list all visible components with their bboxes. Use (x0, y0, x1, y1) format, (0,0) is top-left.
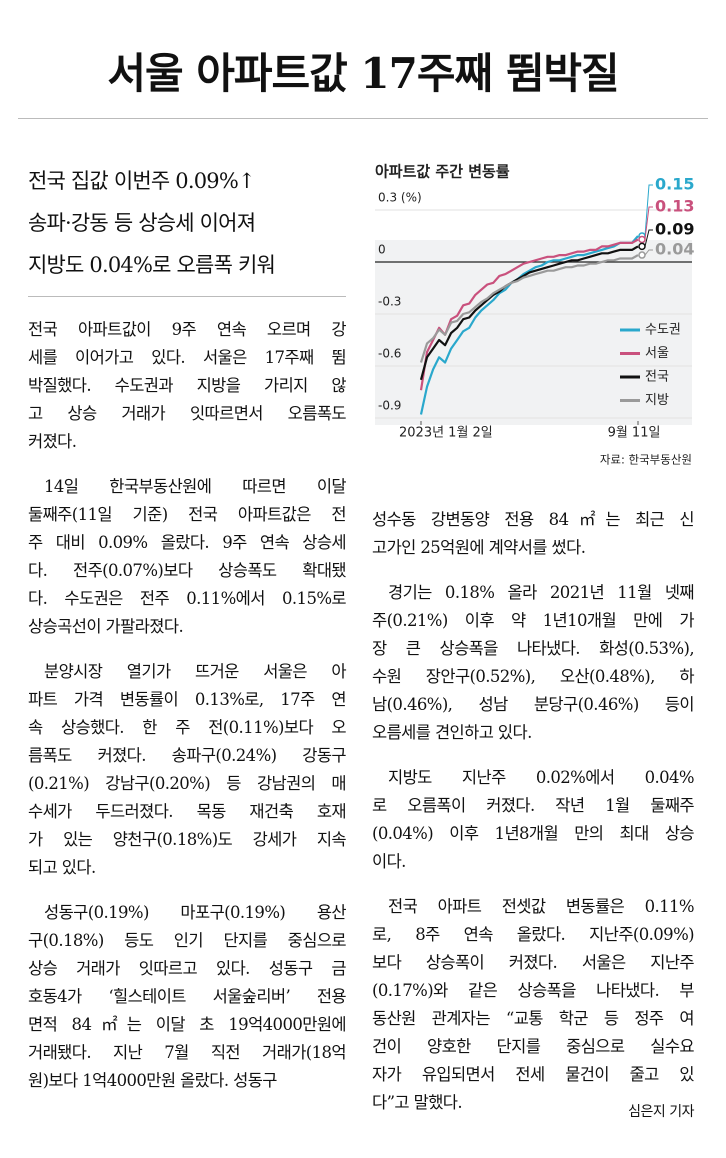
body-line: 성수동 강변동양 전용 84㎡는 최근 신 (372, 510, 695, 529)
body-line: 름폭도 커졌다. 송파구(0.24%) 강동구 (28, 746, 347, 765)
legend-label: 전국 (645, 370, 669, 385)
body-line: 주(0.21%) 이후 약 1년10개월 만에 가 (372, 611, 695, 630)
body-line: 자가 유입되면서 전세 물건이 줄고 있 (372, 1065, 695, 1084)
body-line: 14일 한국부동산원에 따르면 이달 (44, 477, 347, 496)
y-tick-label: -0.9 (378, 398, 401, 412)
series-line (419, 245, 639, 381)
body-line: 구(0.18%) 등도 인기 단지를 중심으로 (28, 931, 347, 950)
body-line: 다. 전주(0.07%)보다 상승폭도 확대됐 (28, 561, 347, 580)
end-label: 0.09 (655, 220, 694, 239)
body-line: 오름세를 견인하고 있다. (372, 723, 532, 742)
body-line: 건이 양호한 단지를 중심으로 실수요 (372, 1037, 695, 1056)
label-leader (644, 206, 653, 240)
label-leader (644, 184, 653, 237)
paragraph: 전국 아파트 전셋값 변동률은 0.11% 로, 8주 연속 올랐다. 지난주(0… (372, 893, 695, 1117)
body-line: (0.17%)와 같은 상승폭을 나타냈다. 부 (372, 981, 695, 1000)
subheadline: 지방도 0.04%로 오름폭 키워 (28, 253, 276, 277)
body-line: 분양시장 열기가 뜨거운 서울은 아 (44, 662, 347, 681)
body-line: 파트 가격 변동률이 0.13%로, 17주 연 (28, 690, 347, 709)
divider (18, 118, 708, 119)
y-tick-label: -0.6 (378, 346, 401, 360)
body-line: 고 상승 거래가 잇따르면서 오름폭도 (28, 404, 347, 423)
body-line: 다”고 말했다. (372, 1093, 463, 1112)
body-line: 지방도 지난주 0.02%에서 0.04% (388, 768, 695, 787)
x-tick-label: 9월 11일 (608, 426, 661, 441)
label-leader (644, 249, 653, 256)
body-line: 장 큰 상승폭을 나타냈다. 화성(0.53%), (372, 639, 695, 658)
body-line: 수원 장안구(0.52%), 오산(0.48%), 하 (372, 667, 695, 686)
body-line: 경기는 0.18% 올라 2021년 11월 넷째 (388, 583, 695, 602)
body-line: 보다 상승폭이 커졌다. 서울은 지난주 (372, 953, 695, 972)
body-line: 되고 있다. (28, 858, 96, 877)
byline: 심은지 기자 (628, 1104, 694, 1120)
body-line: 로 오름폭이 커졌다. 작년 1월 둘째주 (372, 796, 695, 815)
body-line: 둘째주(11일 기준) 전국 아파트값은 전 (28, 505, 347, 524)
body-line: 수세가 두드러졌다. 목동 재건축 호재 (28, 802, 347, 821)
divider (28, 296, 346, 297)
body-line: 전국 아파트 전셋값 변동률은 0.11% (388, 897, 695, 916)
body-line: 원)보다 1억4000만원 올랐다. 성동구 (28, 1071, 277, 1090)
body-line: 고가인 25억원에 계약서를 썼다. (372, 538, 586, 557)
end-point (638, 251, 646, 259)
end-label: 0.13 (655, 197, 694, 216)
y-tick-label: 0 (378, 242, 386, 256)
body-line: 성동구(0.19%) 마포구(0.19%) 용산 (44, 903, 347, 922)
body-line: 이다. (372, 852, 406, 871)
series-line (419, 238, 639, 391)
body-line: 주 대비 0.09% 올랐다. 9주 연속 상승세 (28, 533, 347, 552)
subheadlines: 전국 집값 이번주 0.09%↑ 송파·강동 등 상승세 이어져 지방도 0.0… (28, 160, 348, 286)
legend-label: 서울 (645, 346, 669, 361)
legend-label: 지방 (645, 393, 669, 408)
chart-title: 아파트값 주간 변동률 (375, 163, 510, 181)
body-line: 박질했다. 수도권과 지방을 가리지 않 (28, 376, 347, 395)
body-line: 속 상승했다. 한 주 전(0.11%)보다 오 (28, 718, 347, 737)
body-line: 로, 8주 연속 올랐다. 지난주(0.09%) (372, 925, 695, 944)
body-line: (0.04%) 이후 1년8개월 만의 최대 상승 (372, 824, 695, 843)
end-point (638, 242, 646, 251)
end-label: 0.04 (655, 240, 694, 259)
body-line: 상승 거래가 잇따르고 있다. 성동구 금 (28, 959, 347, 978)
y-tick-label: 0.3 (%) (378, 191, 422, 205)
series-line (419, 254, 639, 363)
body-line: 남(0.46%), 성남 분당구(0.46%) 등이 (372, 695, 695, 714)
body-line: 면적 84㎡는 이달 초 19억4000만원에 (28, 1015, 347, 1034)
end-label: 0.15 (655, 175, 694, 194)
paragraph: 지방도 지난주 0.02%에서 0.04% 로 오름폭이 커졌다. 작년 1월 둘… (372, 764, 695, 876)
body-line: 가 있는 양천구(0.18%)도 강세가 지속 (28, 830, 347, 849)
subheadline: 전국 집값 이번주 0.09%↑ (28, 169, 256, 193)
body-line: 커졌다. (28, 432, 77, 451)
body-line: 전국 아파트값이 9주 연속 오르며 강 (28, 320, 347, 339)
y-tick-label: -0.3 (378, 294, 401, 308)
body-line: 거래됐다. 지난 7월 직전 거래가(18억 (28, 1043, 347, 1062)
chart-source: 자료: 한국부동산원 (600, 453, 692, 467)
series-line (419, 235, 639, 415)
body-line: 동산원 관계자는 “교통 학군 등 정주 여 (372, 1009, 695, 1028)
subheadline: 송파·강동 등 상승세 이어져 (28, 211, 256, 235)
body-line: 세를 이어가고 있다. 서울은 17주째 뜀 (28, 348, 347, 367)
body-line: (0.21%) 강남구(0.20%) 등 강남권의 매 (28, 774, 347, 793)
body-line: 다. 수도권은 전주 0.11%에서 0.15%로 (28, 589, 347, 608)
legend-label: 수도권 (645, 323, 681, 338)
body-line: 호동4가 ‘힐스테이트 서울숲리버’ 전용 (28, 987, 347, 1006)
body-line: 상승곡선이 가팔라졌다. (28, 617, 184, 636)
headline: 서울 아파트값 17주째 뜀박질 (107, 49, 619, 98)
x-tick-label: 2023년 1월 2일 (399, 426, 493, 441)
end-point (638, 235, 646, 244)
label-leader (644, 229, 653, 247)
chart: 아파트값 주간 변동률 자료: 한국부동산원 0.3 (%) 0 -0.3 -0.6 -… (375, 163, 694, 467)
